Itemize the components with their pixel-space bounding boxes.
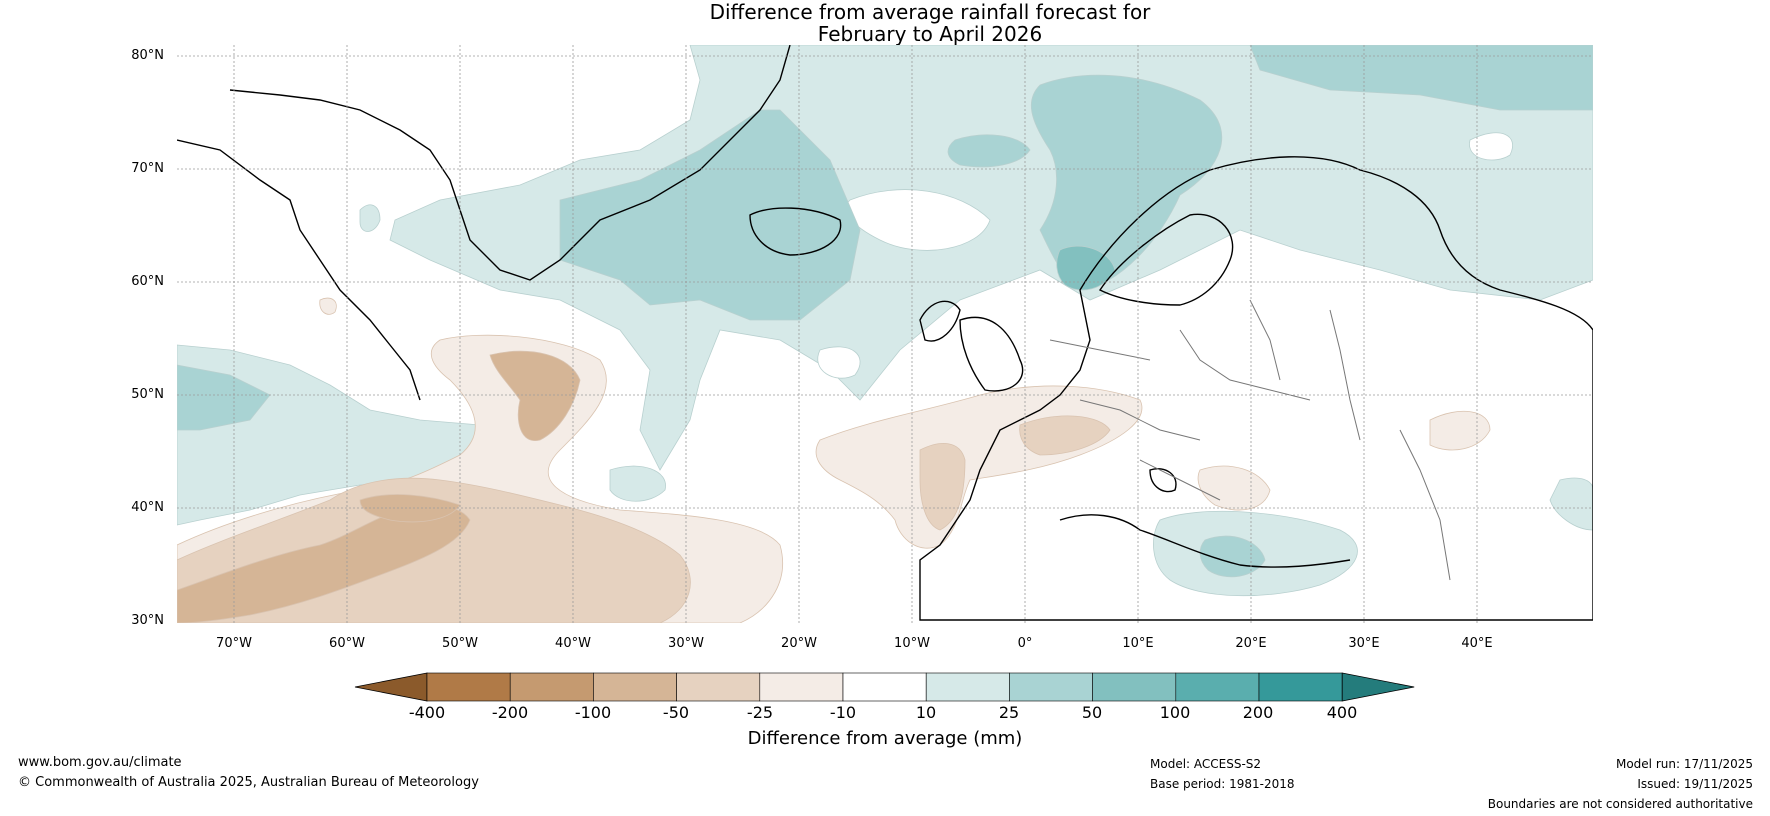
- colorbar-tick: -10: [829, 703, 857, 722]
- lon-label: 40°E: [1461, 636, 1493, 651]
- country-borders: [1049, 299, 1451, 581]
- coastlines: [177, 45, 1593, 621]
- colorbar-segment: [842, 672, 927, 702]
- footer-model-run: Model run: 17/11/2025: [1615, 757, 1753, 771]
- lon-label: 20°E: [1235, 636, 1267, 651]
- lat-label: 40°N: [131, 500, 164, 515]
- map-title-line1: Difference from average rainfall forecas…: [709, 0, 1151, 24]
- footer-model: Model: ACCESS-S2: [1150, 757, 1262, 771]
- colorbar-segment: [759, 672, 844, 702]
- lat-label: 60°N: [131, 274, 164, 289]
- colorbar-extend-low: [354, 672, 428, 702]
- colorbar-tick: -400: [408, 703, 446, 722]
- colorbar-tick: 50: [1081, 703, 1103, 722]
- colorbar-segment: [676, 672, 761, 702]
- map-gridlines: [177, 45, 1593, 623]
- dry-anomaly-regions: [177, 297, 1491, 623]
- lon-label: 10°E: [1122, 636, 1154, 651]
- colorbar-segment: [1009, 672, 1093, 702]
- lon-label: 40°W: [555, 636, 591, 651]
- wet-anomaly-regions: [177, 45, 1593, 623]
- lat-label: 50°N: [131, 387, 164, 402]
- colorbar-segment: [509, 672, 594, 702]
- lat-label: 30°N: [131, 613, 164, 628]
- colorbar-tick: 25: [998, 703, 1020, 722]
- lon-label: 50°W: [442, 636, 478, 651]
- lon-label: 30°W: [668, 636, 704, 651]
- colorbar: [354, 672, 1415, 702]
- footer-disclaimer: Boundaries are not considered authoritat…: [1487, 797, 1753, 811]
- lat-label: 80°N: [131, 48, 164, 63]
- colorbar-segment: [1175, 672, 1260, 702]
- footer-base-period: Base period: 1981-2018: [1150, 777, 1295, 791]
- lon-label: 10°W: [894, 636, 930, 651]
- colorbar-tick: -25: [746, 703, 774, 722]
- colorbar-segment: [925, 672, 1010, 702]
- colorbar-segment: [593, 672, 677, 702]
- colorbar-tick: 10: [915, 703, 937, 722]
- lon-label: 0°: [1017, 636, 1033, 651]
- colorbar-segment: [1258, 672, 1343, 702]
- lon-label: 70°W: [216, 636, 252, 651]
- colorbar-tick: 400: [1326, 703, 1358, 722]
- lon-label: 60°W: [329, 636, 365, 651]
- map-panel: [177, 45, 1593, 623]
- colorbar-title: Difference from average (mm): [747, 728, 1023, 749]
- footer-issued: Issued: 19/11/2025: [1637, 777, 1753, 791]
- map-title-line2: February to April 2026: [817, 22, 1043, 46]
- lon-label: 20°W: [781, 636, 817, 651]
- colorbar-tick: 100: [1159, 703, 1191, 722]
- colorbar-segment: [1092, 672, 1177, 702]
- lat-label: 70°N: [131, 161, 164, 176]
- footer-copyright: © Commonwealth of Australia 2025, Austra…: [18, 775, 479, 790]
- colorbar-tick: 200: [1242, 703, 1274, 722]
- colorbar-extend-high: [1341, 672, 1415, 702]
- footer-url: www.bom.gov.au/climate: [18, 755, 182, 770]
- colorbar-tick: -50: [662, 703, 690, 722]
- lon-label: 30°E: [1348, 636, 1380, 651]
- colorbar-segment: [426, 672, 511, 702]
- colorbar-tick: -200: [491, 703, 529, 722]
- colorbar-tick: -100: [574, 703, 612, 722]
